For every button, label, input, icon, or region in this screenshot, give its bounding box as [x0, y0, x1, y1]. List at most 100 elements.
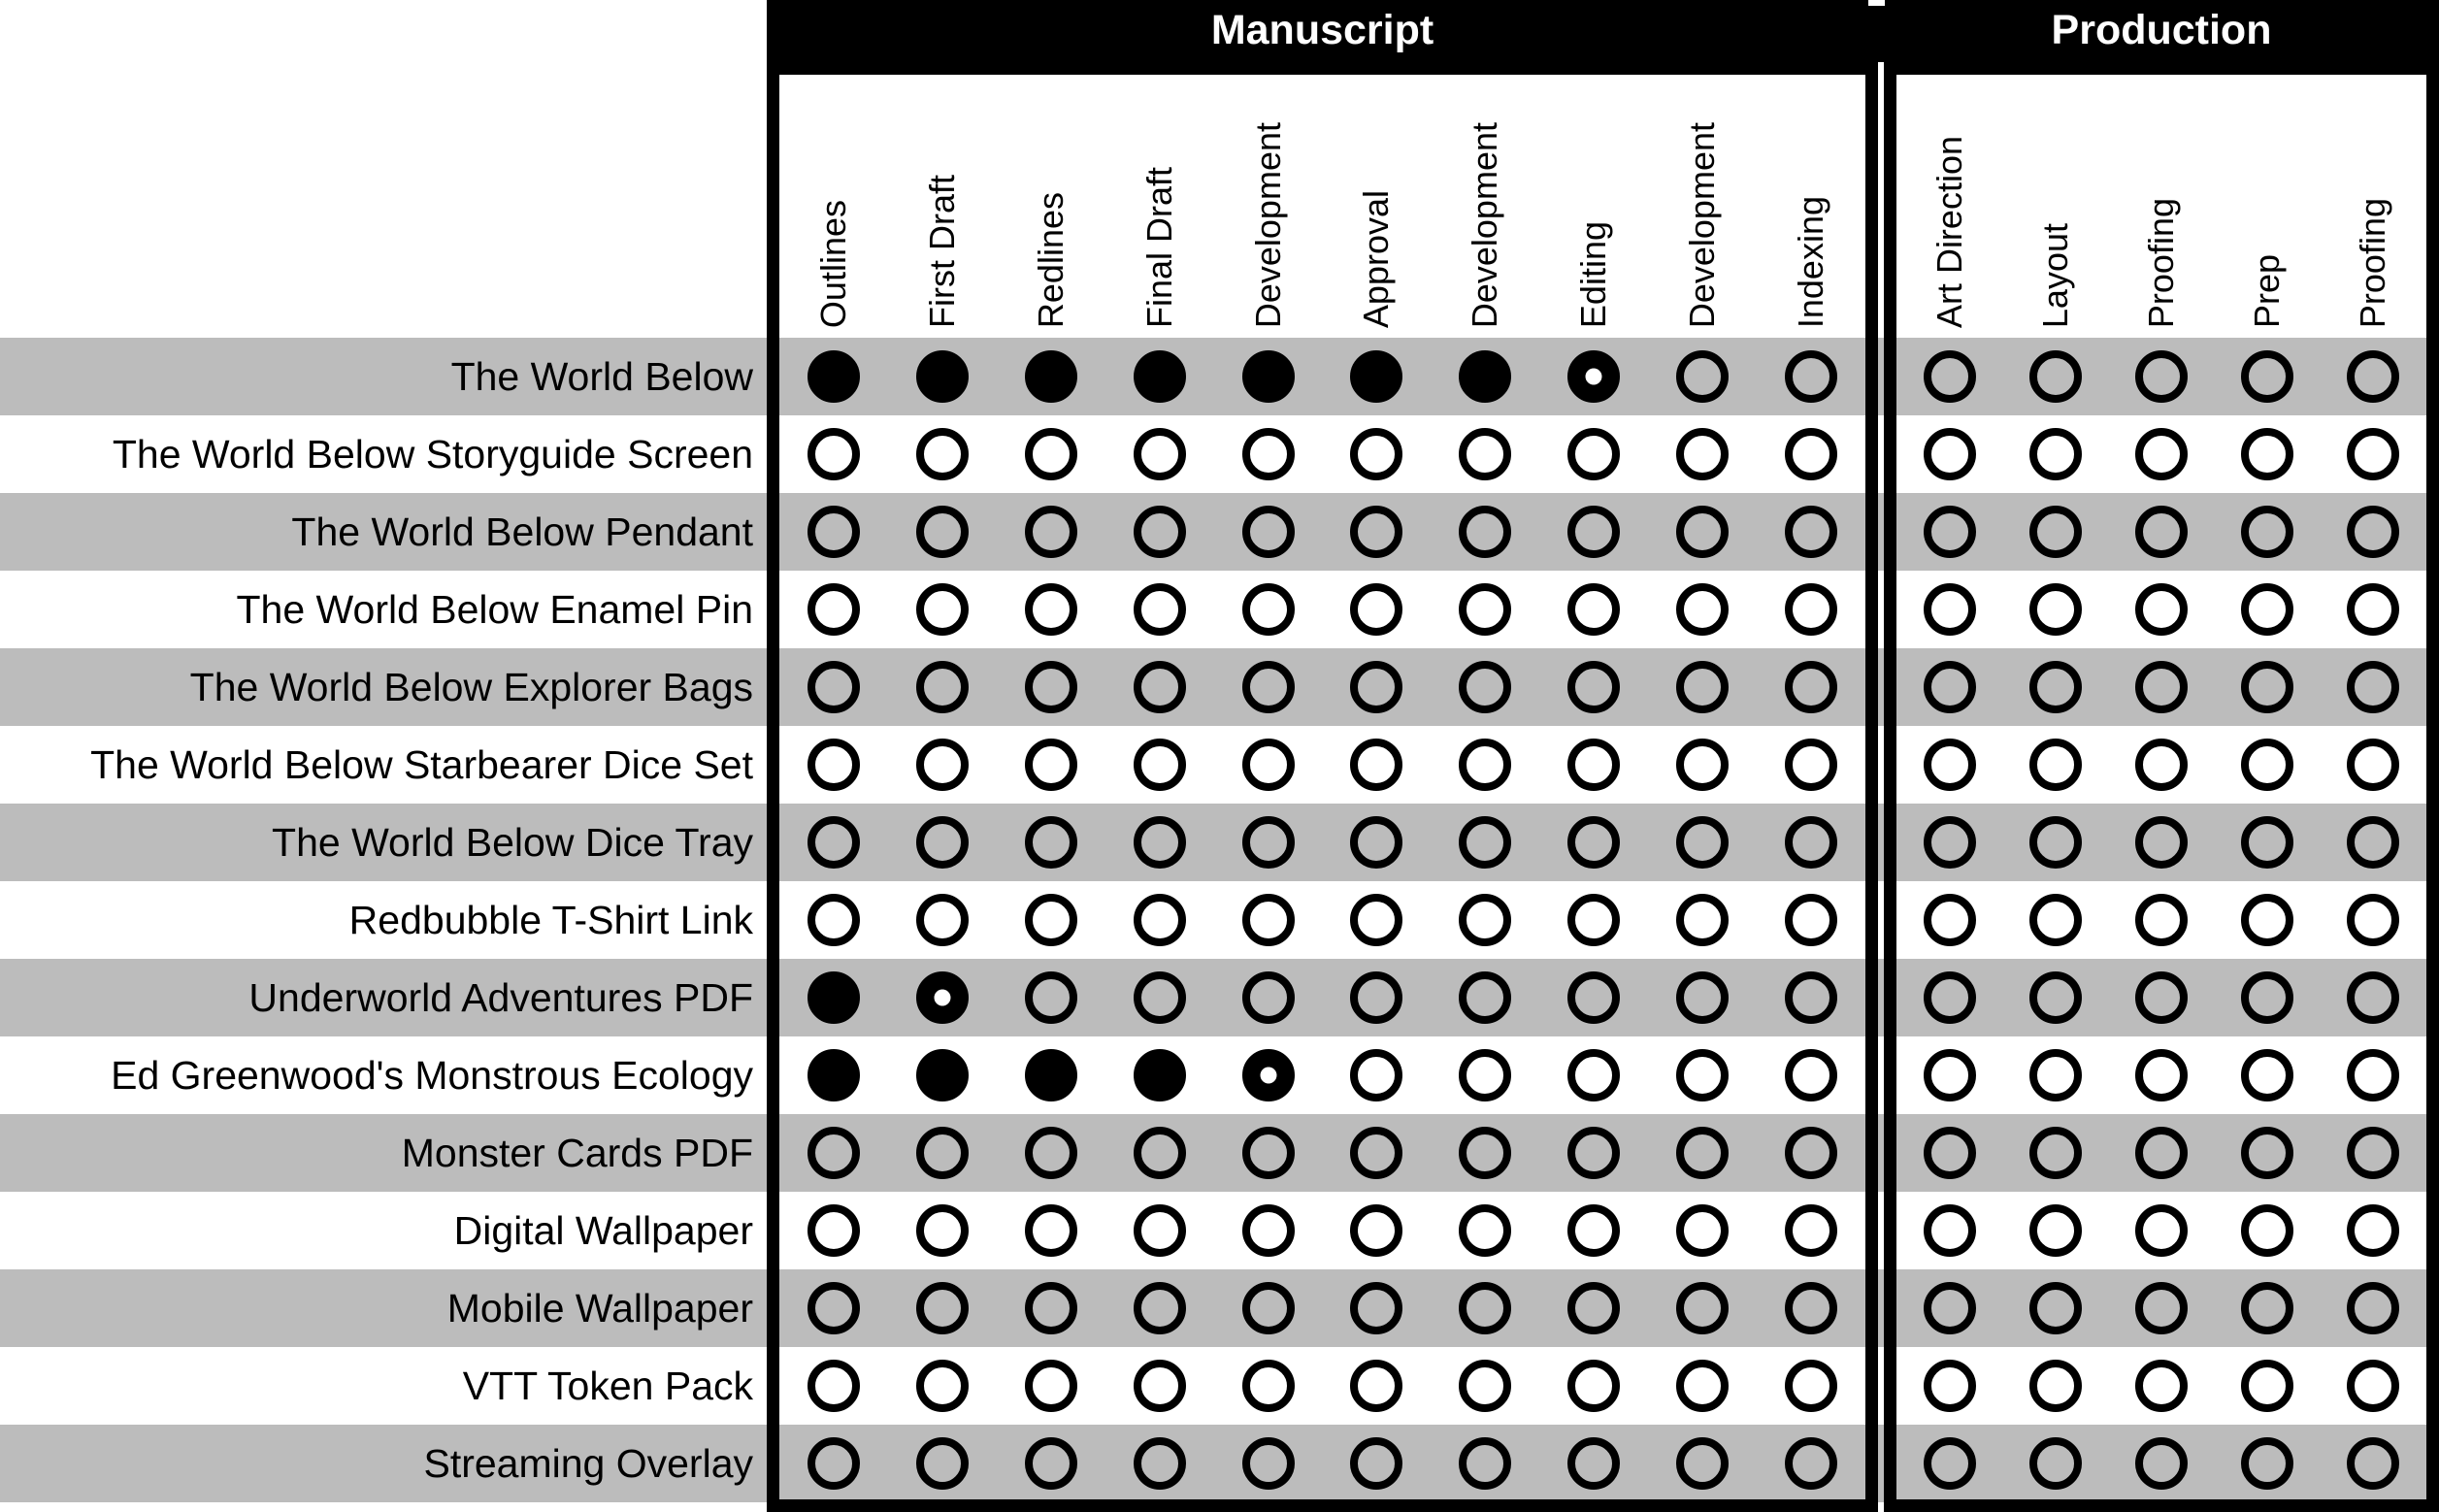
status-cell	[2108, 1114, 2214, 1192]
status-cell	[2321, 726, 2426, 804]
row-label: VTT Token Pack	[462, 1364, 753, 1408]
status-cell	[1214, 415, 1323, 493]
status-cell	[888, 571, 997, 648]
status-circle-not_started	[1459, 1049, 1512, 1101]
status-cell	[1539, 338, 1648, 415]
status-cell	[1539, 1269, 1648, 1347]
status-circle-not_started	[1923, 583, 1976, 636]
group-title-production: Production	[2051, 7, 2272, 53]
status-circle-not_started	[1350, 1127, 1403, 1179]
status-cell	[997, 493, 1105, 571]
status-circle-not_started	[2028, 350, 2082, 403]
status-cell	[1757, 1347, 1865, 1425]
status-circle-not_started	[2135, 1049, 2188, 1101]
status-circle-not_started	[1923, 971, 1976, 1024]
column-header-label: Prep	[2247, 253, 2288, 328]
status-circle-not_started	[2135, 350, 2188, 403]
status-circle-not_started	[1350, 1282, 1403, 1334]
status-cell	[2002, 726, 2108, 804]
status-circle-complete	[807, 971, 860, 1024]
status-cell	[1431, 571, 1539, 648]
status-circle-not_started	[1350, 661, 1403, 713]
status-circle-not_started	[1923, 428, 1976, 480]
status-cell	[2108, 648, 2214, 726]
status-circle-not_started	[1241, 1437, 1295, 1490]
status-cell	[1896, 415, 2002, 493]
column-header: Redlines	[997, 75, 1105, 338]
status-cell	[779, 1192, 888, 1269]
status-circle-not_started	[2241, 894, 2294, 946]
status-circle-not_started	[1241, 894, 1295, 946]
status-circle-not_started	[2028, 1437, 2082, 1490]
status-circle-not_started	[1350, 1204, 1403, 1257]
table-row	[1896, 1347, 2426, 1425]
status-circle-not_started	[1567, 894, 1621, 946]
status-circle-not_started	[2241, 816, 2294, 869]
status-circle-not_started	[1785, 816, 1838, 869]
column-header-label: Editing	[1573, 220, 1614, 328]
row-label: Mobile Wallpaper	[446, 1286, 753, 1331]
status-circle-not_started	[1133, 971, 1186, 1024]
status-circle-not_started	[1459, 428, 1512, 480]
status-cell	[1896, 1269, 2002, 1347]
status-circle-not_started	[2347, 894, 2400, 946]
status-circle-not_started	[2347, 350, 2400, 403]
status-circle-not_started	[1024, 1437, 1077, 1490]
status-circle-not_started	[2028, 1127, 2082, 1179]
status-cell	[997, 726, 1105, 804]
status-circle-not_started	[1923, 894, 1976, 946]
status-circle-not_started	[1459, 816, 1512, 869]
status-circle-not_started	[2135, 506, 2188, 558]
status-cell	[2321, 1269, 2426, 1347]
status-circle-not_started	[2028, 739, 2082, 791]
status-circle-not_started	[915, 506, 969, 558]
status-circle-not_started	[1350, 428, 1403, 480]
table-row	[779, 415, 1865, 493]
column-header: Development	[1214, 75, 1323, 338]
status-circle-complete	[1024, 350, 1077, 403]
status-cell	[779, 1425, 888, 1502]
column-header: Prep	[2215, 75, 2321, 338]
status-circle-complete	[1133, 350, 1186, 403]
column-header-label: Redlines	[1030, 191, 1071, 328]
column-header-label: Proofing	[2353, 197, 2393, 328]
status-cell	[2215, 1114, 2321, 1192]
status-circle-not_started	[915, 661, 969, 713]
status-circle-not_started	[1567, 661, 1621, 713]
status-circle-not_started	[1241, 1127, 1295, 1179]
status-circle-not_started	[915, 1437, 969, 1490]
status-cell	[2108, 415, 2214, 493]
status-circle-not_started	[2241, 739, 2294, 791]
status-circle-not_started	[1676, 661, 1730, 713]
table-row	[1896, 1036, 2426, 1114]
status-cell	[1648, 1114, 1757, 1192]
status-circle-not_started	[2241, 1127, 2294, 1179]
table-row	[1896, 959, 2426, 1036]
column-header: Layout	[2002, 75, 2108, 338]
status-cell	[1757, 338, 1865, 415]
column-header: Proofing	[2321, 75, 2426, 338]
status-circle-in_progress	[1241, 1049, 1295, 1101]
status-circle-not_started	[1241, 971, 1295, 1024]
status-cell	[1896, 726, 2002, 804]
status-cell	[1214, 648, 1323, 726]
status-circle-not_started	[1133, 1127, 1186, 1179]
status-cell	[1757, 415, 1865, 493]
status-cell	[1648, 415, 1757, 493]
status-circle-not_started	[2347, 1204, 2400, 1257]
status-circle-not_started	[2347, 816, 2400, 869]
status-circle-not_started	[1459, 661, 1512, 713]
status-circle-not_started	[807, 1282, 860, 1334]
status-circle-not_started	[1676, 1204, 1730, 1257]
column-header-label: Approval	[1356, 189, 1397, 328]
status-circle-not_started	[2347, 428, 2400, 480]
status-cell	[2321, 1192, 2426, 1269]
status-cell	[1105, 493, 1214, 571]
status-cell	[888, 415, 997, 493]
status-circle-not_started	[1241, 661, 1295, 713]
status-cell	[779, 571, 888, 648]
status-cell	[997, 959, 1105, 1036]
status-circle-not_started	[807, 739, 860, 791]
status-circle-not_started	[1676, 894, 1730, 946]
status-cell	[888, 1114, 997, 1192]
